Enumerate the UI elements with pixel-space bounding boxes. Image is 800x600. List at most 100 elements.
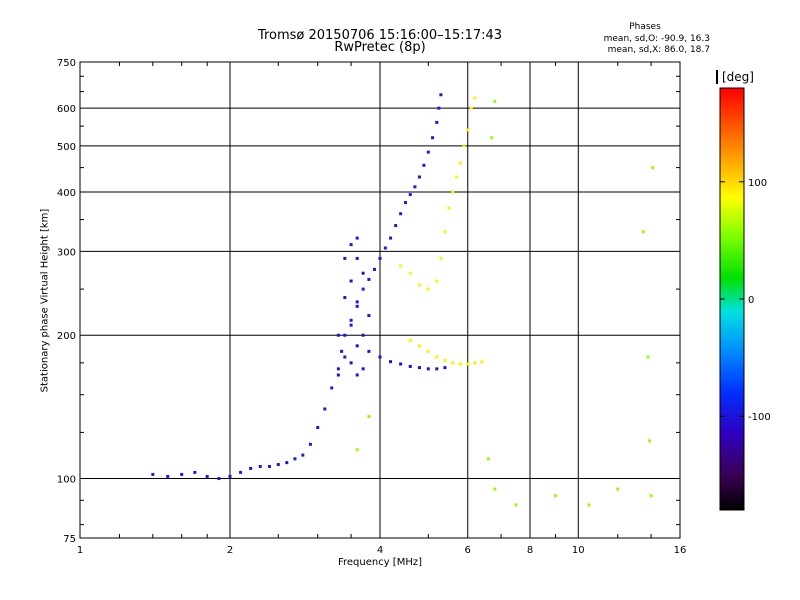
echo-point	[399, 212, 403, 216]
echo-point	[408, 271, 412, 275]
echo-point	[367, 277, 371, 281]
echo-point	[249, 466, 253, 470]
echo-point	[587, 503, 591, 507]
x-tick-label: 10	[572, 545, 585, 556]
echo-point	[336, 333, 340, 337]
echo-point	[422, 163, 426, 167]
echo-point	[458, 161, 462, 165]
echo-point	[217, 477, 221, 481]
echo-point	[480, 360, 484, 364]
y-tick-label: 500	[57, 142, 76, 153]
echo-point	[361, 367, 365, 371]
echo-point	[355, 300, 359, 304]
echo-point	[355, 373, 359, 377]
y-tick-label: 75	[63, 534, 76, 545]
echo-point	[343, 333, 347, 337]
phases-x-stats: mean, sd,X: 86.0, 18.7	[607, 45, 710, 55]
echo-point	[443, 230, 447, 234]
echo-point	[648, 439, 652, 443]
echo-point	[239, 470, 243, 474]
phases-o-stats: mean, sd,O: -90.9, 16.3	[603, 34, 710, 44]
echo-point	[651, 166, 655, 170]
echo-point	[276, 463, 280, 467]
echo-point	[383, 246, 387, 250]
echo-point	[439, 93, 443, 97]
echo-point	[228, 474, 232, 478]
echo-point	[408, 364, 412, 368]
x-tick-label: 8	[527, 545, 533, 556]
echo-point	[343, 296, 347, 300]
y-tick-label: 100	[57, 475, 76, 486]
echo-point	[389, 236, 393, 240]
echo-point	[355, 304, 359, 308]
echo-point	[431, 136, 435, 140]
colorbar-tick-label: -100	[748, 412, 771, 423]
echo-point	[205, 474, 209, 478]
echo-point	[378, 256, 382, 260]
echo-point	[373, 267, 377, 271]
x-tick-label: 6	[465, 545, 471, 556]
echo-point	[413, 185, 417, 189]
x-axis-label: Frequency [MHz]	[337, 557, 423, 568]
echo-point	[349, 318, 353, 322]
echo-point	[343, 355, 347, 359]
echo-point	[439, 256, 443, 260]
y-tick-label: 750	[57, 58, 76, 69]
echo-point	[349, 323, 353, 327]
echo-point	[458, 362, 462, 366]
echo-point	[308, 442, 312, 446]
echo-point	[399, 362, 403, 366]
x-tick-label: 1	[77, 545, 83, 556]
echo-point	[293, 457, 297, 461]
echo-point	[389, 360, 393, 364]
echo-point	[466, 362, 470, 366]
echo-point	[649, 494, 653, 498]
echo-point	[451, 190, 455, 194]
echo-point	[469, 106, 473, 110]
echo-point	[361, 333, 365, 337]
echo-point	[646, 355, 650, 359]
y-tick-label: 400	[57, 188, 76, 199]
echo-point	[367, 314, 371, 318]
echo-point	[285, 461, 289, 465]
echo-point	[361, 287, 365, 291]
echo-point	[408, 193, 412, 197]
colorbar-unit-label: [deg]	[716, 70, 758, 84]
x-tick-label: 16	[674, 545, 687, 556]
echo-point	[349, 361, 353, 365]
echo-point	[343, 256, 347, 260]
echo-point	[493, 99, 497, 103]
echo-point	[443, 358, 447, 362]
echo-point	[408, 338, 412, 342]
echo-point	[399, 264, 403, 268]
echo-point	[349, 243, 353, 247]
echo-point	[417, 366, 421, 370]
echo-point	[426, 349, 430, 353]
y-tick-label: 600	[57, 104, 76, 115]
chart-subtitle: RwPretec (8p)	[334, 40, 426, 55]
echo-point	[394, 224, 398, 228]
echo-point	[258, 464, 262, 468]
echo-point	[267, 464, 271, 468]
echo-point	[451, 361, 455, 365]
colorbar-tick-label: 0	[748, 295, 754, 306]
echo-point	[455, 175, 459, 179]
echo-point	[490, 136, 494, 140]
echo-point	[435, 279, 439, 283]
y-tick-label: 200	[57, 331, 76, 342]
echo-point	[616, 487, 620, 491]
x-tick-label: 4	[377, 545, 383, 556]
colorbar-tick-label: 100	[748, 178, 767, 189]
echo-point	[355, 236, 359, 240]
echo-point	[340, 349, 344, 353]
echo-point	[367, 414, 371, 418]
echo-point	[378, 355, 382, 359]
x-tick-label: 2	[227, 545, 233, 556]
echo-point	[447, 206, 451, 210]
echo-point	[367, 349, 371, 353]
echo-point	[435, 367, 439, 371]
y-tick-label: 300	[57, 247, 76, 258]
echo-point	[435, 120, 439, 124]
echo-point	[417, 283, 421, 287]
